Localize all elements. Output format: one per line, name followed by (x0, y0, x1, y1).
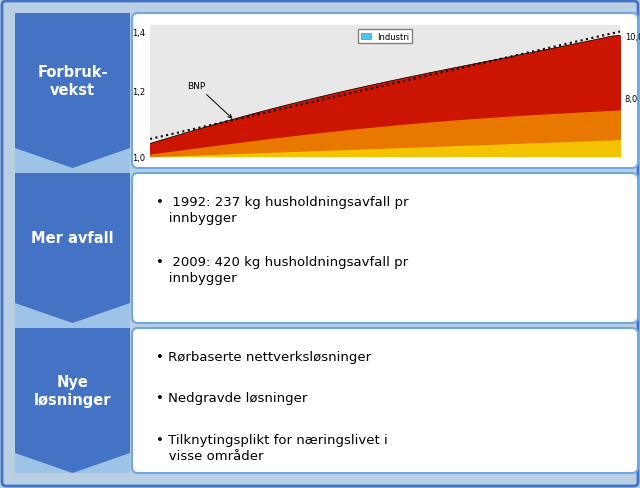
Polygon shape (15, 14, 130, 169)
Text: • Tilknytingsplikt for næringslivet i
   visse områder: • Tilknytingsplikt for næringslivet i vi… (156, 433, 388, 462)
Text: •  1992: 237 kg husholdningsavfall pr
   innbygger: • 1992: 237 kg husholdningsavfall pr inn… (156, 196, 408, 224)
Text: Nye
løsninger: Nye løsninger (34, 374, 111, 407)
FancyBboxPatch shape (132, 328, 638, 473)
Polygon shape (15, 174, 130, 324)
Text: BNP: BNP (188, 81, 232, 119)
Text: Forbruk-
vekst: Forbruk- vekst (37, 64, 108, 98)
FancyBboxPatch shape (132, 174, 638, 324)
Legend: Industri: Industri (358, 30, 412, 44)
Text: Mer avfall: Mer avfall (31, 231, 114, 246)
FancyBboxPatch shape (15, 14, 130, 473)
Text: • Rørbaserte nettverksløsninger: • Rørbaserte nettverksløsninger (156, 350, 371, 363)
Text: •  2009: 420 kg husholdningsavfall pr
   innbygger: • 2009: 420 kg husholdningsavfall pr inn… (156, 256, 408, 285)
Polygon shape (15, 328, 130, 473)
FancyBboxPatch shape (132, 14, 638, 169)
Text: • Nedgravde løsninger: • Nedgravde løsninger (156, 392, 307, 405)
